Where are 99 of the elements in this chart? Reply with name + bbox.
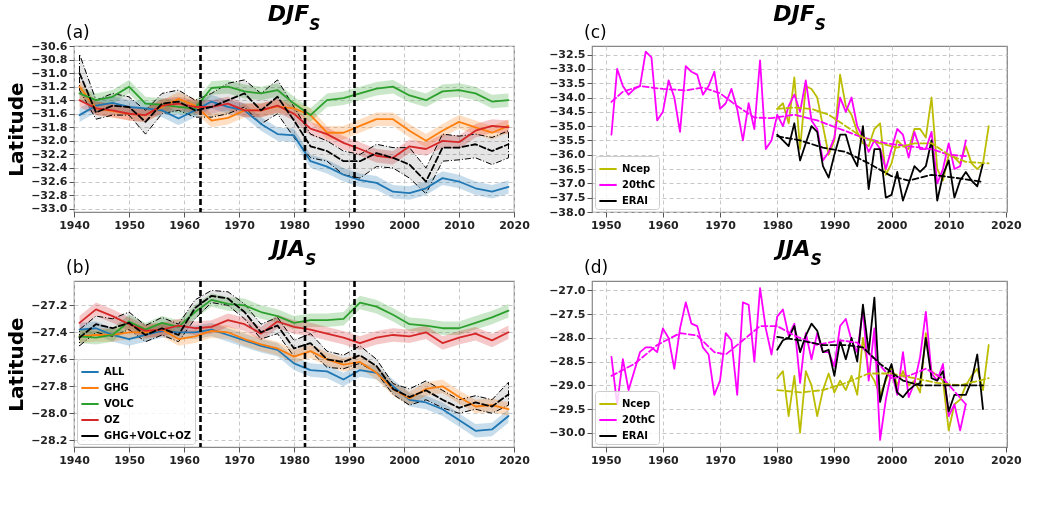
legend-label: ERAI — [622, 430, 648, 441]
y-tick-label: −27.4 — [31, 325, 68, 339]
x-tick-label: 1950 — [114, 218, 146, 232]
x-tick-label: 2000 — [876, 218, 908, 232]
x-tick-label: 1950 — [114, 453, 146, 467]
x-tick-label: 2010 — [444, 218, 476, 232]
line-series — [78, 308, 510, 344]
x-tick-label: 1980 — [762, 453, 794, 467]
line-series — [776, 296, 984, 413]
y-tick-label: −37.0 — [549, 176, 586, 190]
y-tick-label: −28.5 — [549, 355, 586, 369]
x-tick-label: 1960 — [648, 453, 680, 467]
chart-title: DJF$_{S}$ — [267, 1, 321, 34]
x-tick-label: 1940 — [59, 218, 91, 232]
y-tick-label: −33.0 — [549, 62, 586, 76]
x-tick-label: 1970 — [224, 453, 256, 467]
x-tick-label: 2010 — [933, 453, 965, 467]
y-tick-label: −27.2 — [31, 298, 68, 312]
y-tick-label: −37.5 — [549, 191, 586, 205]
y-tick-label: −32.8 — [31, 188, 68, 202]
y-tick-label: −32.0 — [31, 134, 68, 148]
x-tick-label: 2000 — [876, 453, 908, 467]
x-tick-label: 2000 — [389, 218, 421, 232]
y-tick-label: −31.0 — [31, 66, 68, 80]
y-axis-title: Latitude — [4, 82, 29, 177]
y-tick-label: −38.0 — [549, 205, 586, 219]
x-tick-label: 2000 — [389, 453, 421, 467]
y-tick-label: −35.5 — [549, 133, 586, 147]
x-tick-label: 1970 — [705, 218, 737, 232]
line-series — [78, 298, 510, 339]
line-series — [78, 99, 510, 159]
x-tick-label: 1960 — [169, 218, 201, 232]
y-tick-label: −27.0 — [549, 283, 586, 297]
x-tick-label: 2020 — [499, 453, 531, 467]
x-tick-label: 1970 — [705, 453, 737, 467]
y-tick-label: −28.2 — [31, 433, 68, 447]
x-tick-label: 1980 — [279, 218, 311, 232]
y-tick-label: −34.5 — [549, 105, 586, 119]
y-tick-label: −28.0 — [31, 406, 68, 420]
legend-label: Ncep — [622, 163, 651, 174]
y-tick-label: −29.0 — [549, 378, 586, 392]
y-tick-label: −33.5 — [549, 76, 586, 90]
chart-title: JJA$_{S}$ — [773, 236, 822, 269]
legend-label: GHG — [104, 382, 129, 393]
x-tick-label: 1980 — [762, 218, 794, 232]
chart-title: JJA$_{S}$ — [267, 236, 317, 269]
y-tick-label: −32.2 — [31, 147, 68, 161]
x-tick-label: 1950 — [590, 218, 622, 232]
legend-label: ERAI — [622, 195, 648, 206]
y-tick-label: −31.6 — [31, 107, 68, 121]
x-tick-label: 1970 — [224, 218, 256, 232]
x-tick-label: 2020 — [991, 453, 1023, 467]
line-series — [78, 85, 510, 117]
x-tick-label: 1980 — [279, 453, 311, 467]
y-tick-label: −28.0 — [549, 331, 586, 345]
text: (c) — [584, 22, 607, 42]
legend-label: GHG+VOLC+OZ — [104, 430, 192, 441]
x-tick-label: 1990 — [334, 218, 366, 232]
x-tick-label: 2010 — [444, 453, 476, 467]
x-tick-label: 2020 — [499, 218, 531, 232]
legend-label: ALL — [104, 366, 126, 377]
x-tick-label: 2010 — [933, 218, 965, 232]
y-tick-label: −31.8 — [31, 120, 68, 134]
text: (d) — [584, 257, 609, 277]
legend-label: OZ — [104, 414, 120, 425]
x-tick-label: 1990 — [819, 218, 851, 232]
y-tick-label: −30.8 — [31, 53, 68, 67]
y-tick-label: −33.0 — [31, 202, 68, 216]
y-tick-label: −27.8 — [31, 379, 68, 393]
y-tick-label: −31.4 — [31, 93, 68, 107]
line-series — [776, 332, 990, 434]
legend-label: 20thC — [622, 179, 656, 190]
x-tick-label: 1960 — [648, 218, 680, 232]
legend-label: Ncep — [622, 398, 651, 409]
x-tick-label: 1940 — [59, 453, 91, 467]
x-tick-label: 1990 — [334, 453, 366, 467]
text: (b) — [66, 257, 91, 277]
y-tick-label: −34.0 — [549, 91, 586, 105]
y-tick-label: −35.0 — [549, 119, 586, 133]
y-tick-label: −32.6 — [31, 175, 68, 189]
y-tick-label: −30.6 — [31, 39, 68, 53]
y-tick-label: −32.4 — [31, 161, 68, 175]
x-tick-label: 2020 — [991, 218, 1023, 232]
chart-title: DJF$_{S}$ — [773, 1, 826, 34]
y-tick-label: −32.5 — [549, 48, 586, 62]
y-axis-title: Latitude — [4, 317, 29, 412]
y-tick-label: −29.5 — [549, 402, 586, 416]
x-tick-label: 1950 — [590, 453, 622, 467]
legend-label: VOLC — [104, 398, 134, 409]
y-tick-label: −27.5 — [549, 307, 586, 321]
legend-label: 20thC — [622, 414, 656, 425]
x-tick-label: 1960 — [169, 453, 201, 467]
text: (a) — [66, 22, 90, 42]
y-tick-label: −36.5 — [549, 162, 586, 176]
y-tick-label: −30.0 — [549, 426, 586, 440]
y-tick-label: −36.0 — [549, 148, 586, 162]
x-tick-label: 1990 — [819, 453, 851, 467]
y-tick-label: −27.6 — [31, 352, 68, 366]
y-tick-label: −31.2 — [31, 80, 68, 94]
